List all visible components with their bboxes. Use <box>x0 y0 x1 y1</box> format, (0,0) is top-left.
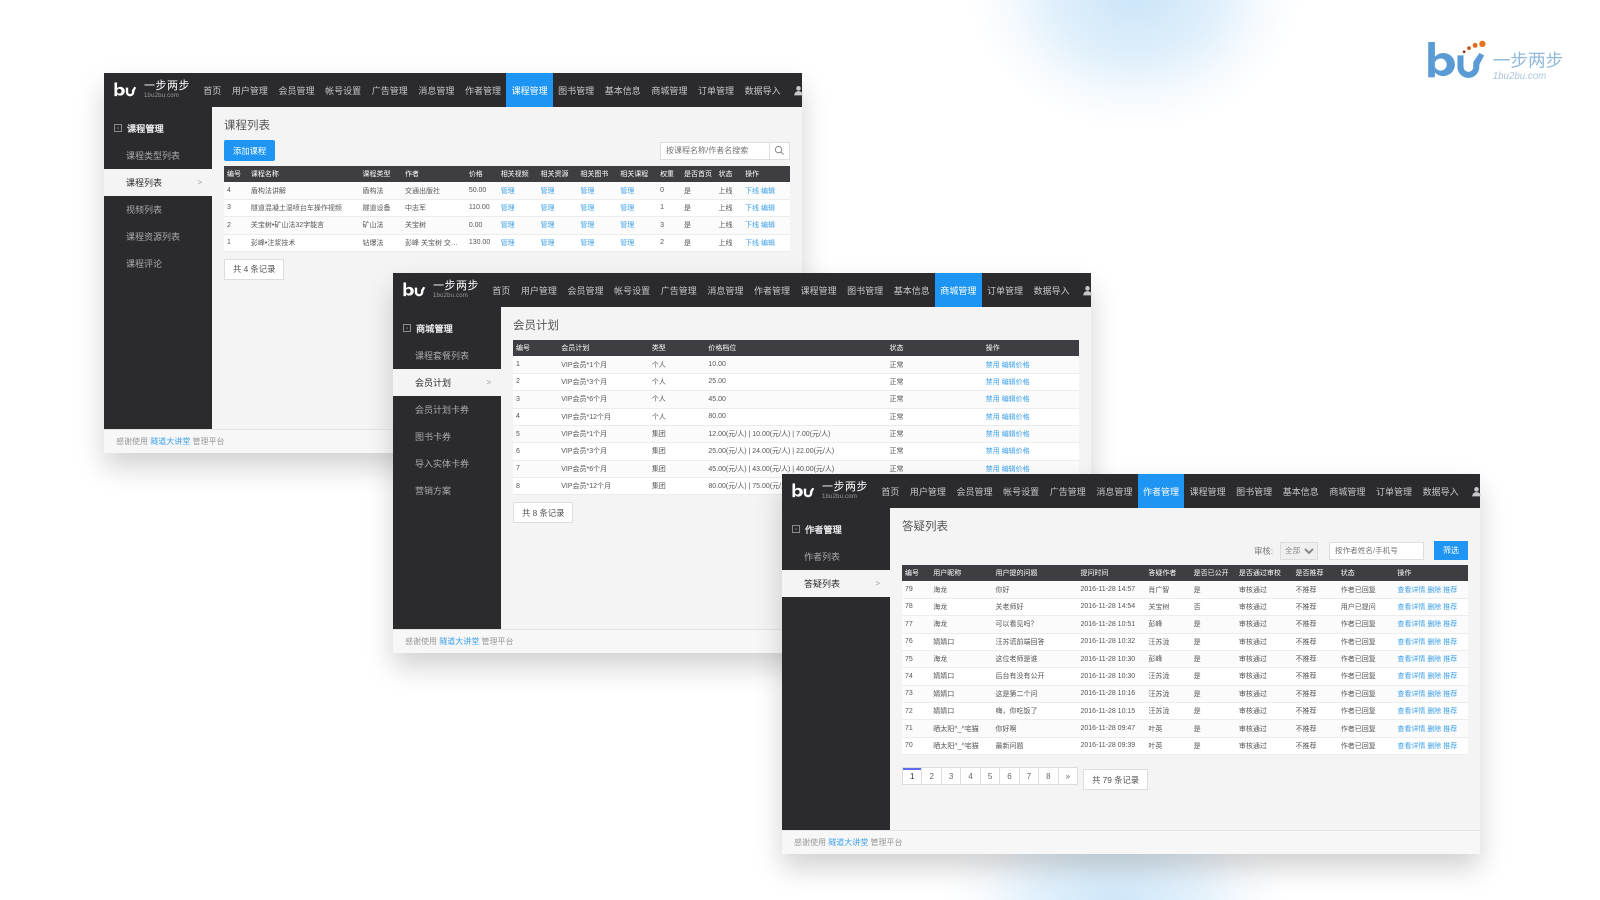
svg-text:1bu2bu.com: 1bu2bu.com <box>1493 71 1547 82</box>
svg-text:一步两步: 一步两步 <box>1493 50 1564 70</box>
